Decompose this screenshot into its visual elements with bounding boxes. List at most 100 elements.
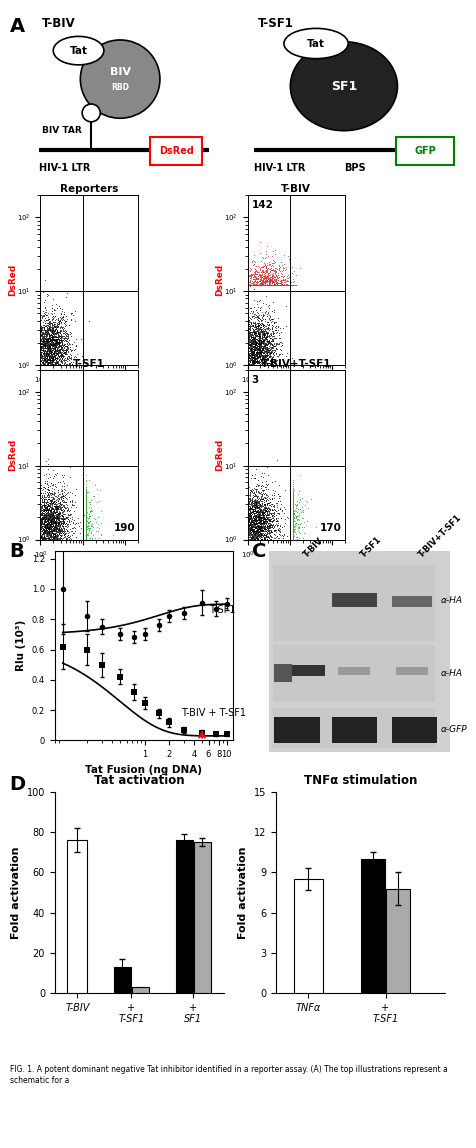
Point: [82, 512, 90, 530]
Point: [43, 495, 51, 513]
Point: [82, 491, 90, 510]
Point: [252, 267, 259, 286]
Point: [278, 277, 286, 295]
Point: [37, 497, 44, 515]
Point: [40, 530, 47, 549]
Point: [272, 277, 280, 295]
Point: [52, 519, 60, 537]
Point: [52, 325, 60, 343]
Point: [42, 326, 50, 344]
Point: [44, 518, 52, 536]
Point: [41, 517, 49, 535]
Point: [42, 352, 50, 371]
Point: [289, 523, 297, 542]
Point: [52, 355, 60, 373]
Point: [289, 519, 297, 537]
Point: [245, 511, 253, 529]
Point: [40, 342, 48, 360]
Point: [50, 520, 58, 538]
Point: [268, 495, 276, 513]
Point: [272, 312, 279, 331]
Point: [254, 336, 262, 355]
Point: [37, 507, 44, 526]
Point: [41, 333, 49, 351]
Point: [37, 351, 44, 370]
Point: [244, 321, 251, 340]
Point: [47, 494, 55, 512]
Point: [260, 503, 268, 521]
Point: [59, 348, 67, 366]
Point: [49, 527, 56, 545]
Point: [42, 305, 50, 324]
Point: [289, 513, 297, 532]
Point: [244, 530, 251, 549]
Point: [50, 339, 57, 357]
Point: [65, 348, 73, 366]
Point: [37, 331, 44, 349]
Point: [82, 529, 90, 548]
Point: [255, 272, 262, 290]
Point: [264, 277, 272, 295]
Point: [244, 487, 251, 505]
Point: [289, 513, 297, 532]
Point: [57, 327, 64, 346]
Point: [54, 517, 62, 535]
Point: [69, 523, 77, 542]
Point: [45, 530, 52, 549]
Point: [51, 530, 59, 549]
Point: [57, 336, 64, 355]
Point: [49, 484, 56, 503]
Point: [257, 266, 265, 285]
Point: [50, 323, 57, 341]
Point: [37, 530, 44, 549]
Point: [289, 530, 297, 549]
Point: [155, 704, 163, 722]
Point: [262, 356, 270, 374]
Point: [253, 356, 260, 374]
Point: [256, 316, 263, 334]
Point: [262, 522, 270, 541]
Point: [58, 514, 65, 533]
Point: [40, 513, 48, 532]
Point: [264, 499, 271, 518]
Point: [53, 530, 60, 549]
Point: [269, 293, 277, 311]
Point: [82, 507, 90, 526]
Point: [82, 529, 90, 548]
Point: [49, 502, 57, 520]
Point: [88, 530, 96, 549]
Point: [257, 496, 265, 514]
Point: [256, 319, 263, 338]
Point: [38, 490, 46, 509]
Point: [255, 510, 263, 528]
Point: [268, 269, 276, 287]
Point: [248, 348, 255, 366]
Point: [262, 474, 270, 492]
Point: [51, 307, 59, 325]
Point: [262, 277, 269, 295]
Point: [244, 513, 251, 532]
Point: [289, 503, 297, 521]
Point: [258, 349, 266, 367]
Point: [244, 336, 251, 355]
Point: [258, 356, 265, 374]
Point: [254, 489, 262, 507]
Point: [246, 504, 254, 522]
Point: [244, 277, 251, 295]
Point: [244, 333, 251, 351]
Point: [259, 256, 267, 274]
Point: [253, 530, 261, 549]
Point: [50, 497, 58, 515]
Point: [47, 499, 55, 518]
Point: [66, 528, 74, 546]
Point: [45, 341, 53, 359]
Point: [268, 270, 276, 288]
Point: [270, 497, 278, 515]
Point: [267, 348, 274, 366]
Point: [40, 356, 48, 374]
Point: [37, 356, 44, 374]
Point: [251, 356, 258, 374]
Point: [267, 530, 275, 549]
Point: [82, 503, 90, 521]
Point: [249, 277, 257, 295]
